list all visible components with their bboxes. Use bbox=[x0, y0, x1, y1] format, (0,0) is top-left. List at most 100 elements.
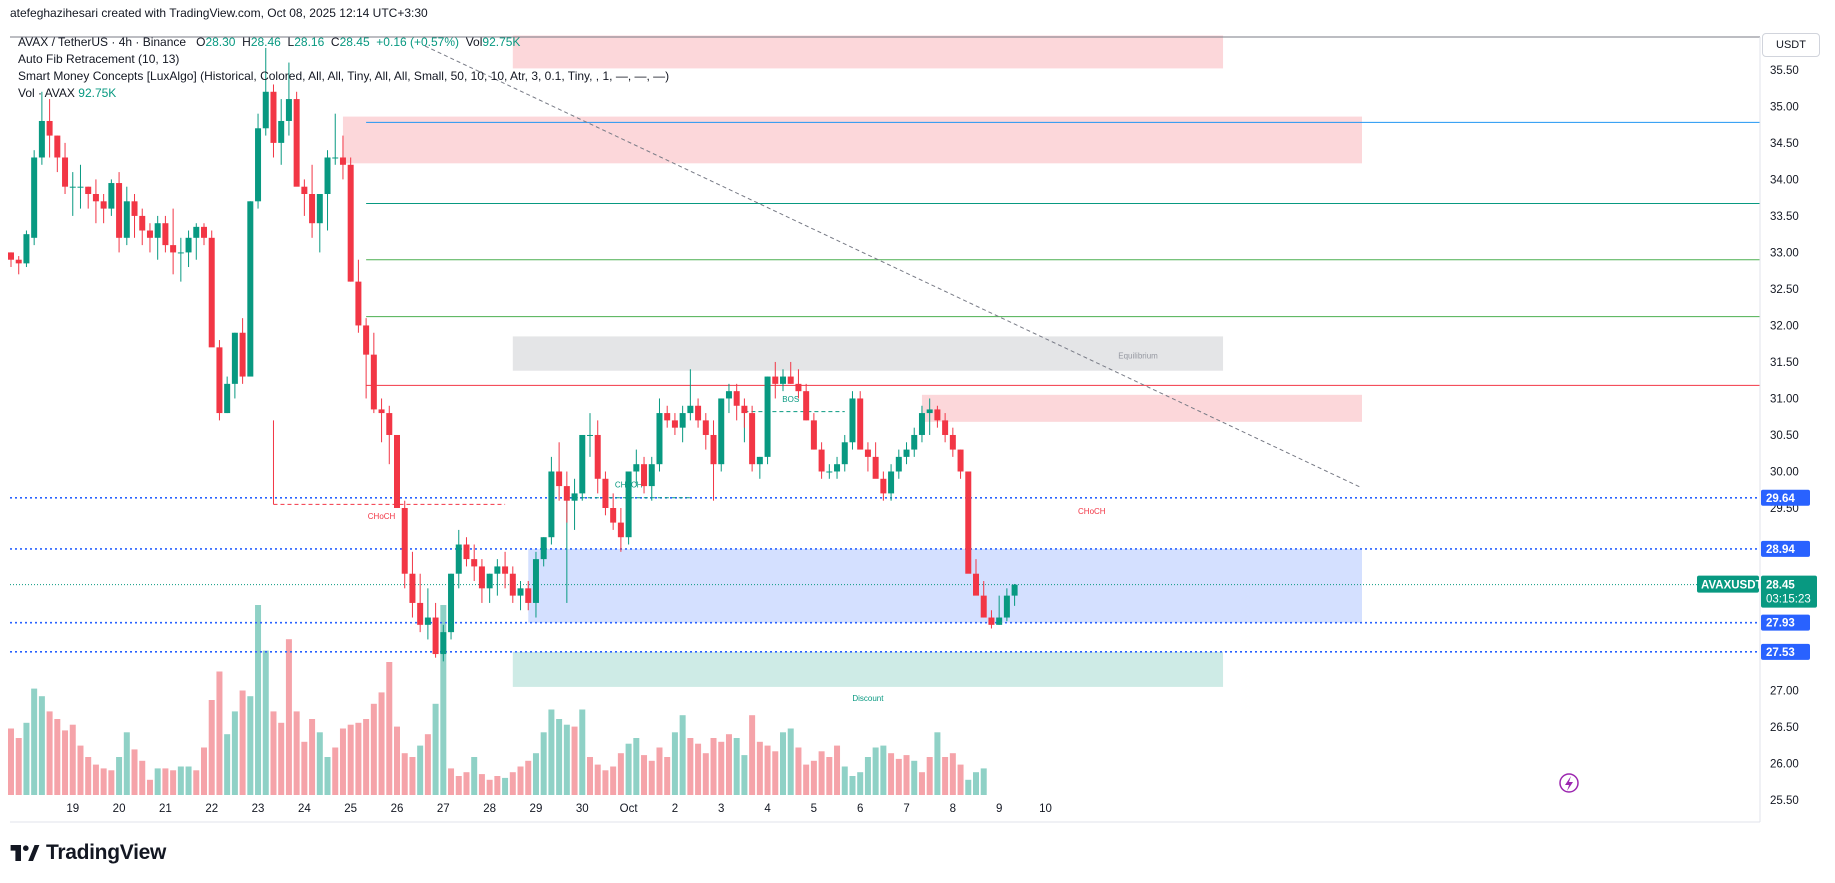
candle-body bbox=[525, 588, 532, 603]
volume-bar bbox=[293, 711, 300, 795]
volume-bar bbox=[602, 770, 609, 795]
volume-bar bbox=[316, 732, 323, 795]
candle-body bbox=[532, 559, 539, 603]
candle-body bbox=[424, 617, 431, 625]
volume-bar bbox=[733, 738, 740, 795]
volume-bar bbox=[46, 711, 53, 795]
candle-body bbox=[671, 420, 678, 428]
volume-bar bbox=[285, 639, 292, 795]
volume-bar bbox=[432, 703, 439, 795]
symbol-name[interactable]: AVAX / TetherUS · 4h · Binance bbox=[18, 35, 187, 49]
zone-4 bbox=[528, 548, 1362, 623]
time-tick-label: 21 bbox=[159, 803, 172, 815]
candle-body bbox=[625, 471, 632, 538]
volume-bar bbox=[756, 741, 763, 795]
volume-bar bbox=[54, 719, 61, 795]
price-axis[interactable]: 35.50 35.00 34.50 34.00 33.50 33.00 32.50 32.00… bbox=[1770, 65, 1799, 807]
candle-body bbox=[918, 413, 925, 435]
candle-body bbox=[201, 226, 207, 238]
candle-body bbox=[154, 223, 161, 238]
candle-body bbox=[594, 434, 601, 479]
price-tick-label: 27.00 bbox=[1770, 686, 1799, 698]
volume-bar bbox=[108, 770, 115, 795]
candle-body bbox=[864, 449, 871, 457]
candle-body bbox=[957, 449, 964, 472]
candle-body bbox=[255, 128, 262, 202]
high-value: 28.46 bbox=[250, 35, 281, 49]
volume-bar bbox=[193, 770, 200, 795]
candle-body bbox=[934, 409, 941, 421]
time-axis[interactable]: 19 20 21 22 23 24 25 26 27 28 29 30 Oct 2 3 4 5 6 7 8 9 10 bbox=[66, 803, 1052, 815]
candle-body bbox=[455, 544, 462, 574]
time-tick-label: 10 bbox=[1039, 803, 1052, 815]
price-tick-label: 25.50 bbox=[1770, 795, 1799, 807]
candle-body bbox=[587, 434, 593, 436]
candle-body bbox=[749, 413, 756, 465]
volume-bar bbox=[702, 753, 709, 795]
volume-bar bbox=[648, 760, 655, 795]
time-tick-label: 28 bbox=[483, 803, 496, 815]
candle-body bbox=[903, 449, 910, 457]
volume-bar bbox=[895, 758, 902, 795]
price-tags: 29.64 28.94 27.93 27.53 AVAXUSDT 28.45 03:15:2… bbox=[1697, 489, 1817, 660]
volume-bar bbox=[255, 605, 262, 795]
volume-bar bbox=[710, 738, 717, 795]
candle-body bbox=[409, 573, 416, 603]
volume-bar bbox=[872, 747, 879, 795]
volume-bar bbox=[671, 732, 678, 795]
candle-body bbox=[69, 186, 76, 188]
symbol-line[interactable]: AVAX / TetherUS · 4h · Binance O28.30 H2… bbox=[18, 35, 521, 49]
volume-bar bbox=[224, 734, 231, 795]
candle-body bbox=[131, 201, 138, 216]
time-tick-label: 22 bbox=[205, 803, 218, 815]
volume-bar bbox=[185, 766, 192, 795]
candle-body bbox=[123, 201, 130, 238]
time-tick-label: 7 bbox=[903, 803, 909, 815]
volume-bar bbox=[355, 722, 362, 795]
last-price-text: 28.45 bbox=[1766, 580, 1795, 592]
candle-body bbox=[185, 237, 192, 253]
time-tick-label: 20 bbox=[113, 803, 126, 815]
volume-bar bbox=[494, 776, 501, 795]
indicator-volume[interactable]: Vol · AVAX 92.75K bbox=[18, 86, 117, 100]
volume-bar bbox=[301, 741, 308, 795]
candle-body bbox=[23, 234, 30, 264]
time-tick-label: 3 bbox=[718, 803, 724, 815]
candle-body bbox=[988, 617, 995, 625]
candle-body bbox=[370, 354, 377, 410]
volume-bar bbox=[826, 757, 833, 795]
volume-bar bbox=[378, 692, 385, 795]
volume-bar bbox=[347, 724, 354, 795]
currency-button[interactable]: USDT bbox=[1762, 33, 1820, 57]
lightning-icon[interactable] bbox=[1559, 773, 1579, 793]
candle-body bbox=[170, 245, 177, 253]
countdown-text: 03:15:23 bbox=[1766, 594, 1811, 606]
volume-bar bbox=[857, 772, 864, 795]
candle-body bbox=[725, 391, 732, 399]
time-tick-label: 6 bbox=[857, 803, 863, 815]
volume-bar bbox=[849, 776, 856, 795]
candle-body bbox=[108, 183, 115, 209]
volume-bar bbox=[772, 751, 779, 795]
volume-bar bbox=[664, 757, 671, 795]
indicator-smc[interactable]: Smart Money Concepts [LuxAlgo] (Historic… bbox=[18, 69, 670, 83]
candle-body bbox=[193, 226, 200, 238]
volume-bar bbox=[401, 753, 408, 795]
time-tick-label: 23 bbox=[252, 803, 265, 815]
volume-bar bbox=[918, 772, 925, 795]
candle-body bbox=[231, 332, 238, 384]
volume-bar bbox=[880, 745, 887, 795]
volume-bar bbox=[579, 709, 586, 795]
candle-body bbox=[239, 332, 246, 377]
volume-bar bbox=[695, 743, 702, 795]
level-price-tag bbox=[1761, 614, 1810, 631]
volume-bar bbox=[231, 711, 238, 795]
price-tick-label: 26.50 bbox=[1770, 722, 1799, 734]
volume-bar bbox=[594, 764, 601, 795]
candle-body bbox=[247, 201, 254, 377]
indicator-fib[interactable]: Auto Fib Retracement (10, 13) bbox=[18, 52, 180, 66]
candle-body bbox=[62, 157, 69, 187]
candle-body bbox=[363, 325, 370, 355]
volume-bar bbox=[911, 760, 918, 795]
